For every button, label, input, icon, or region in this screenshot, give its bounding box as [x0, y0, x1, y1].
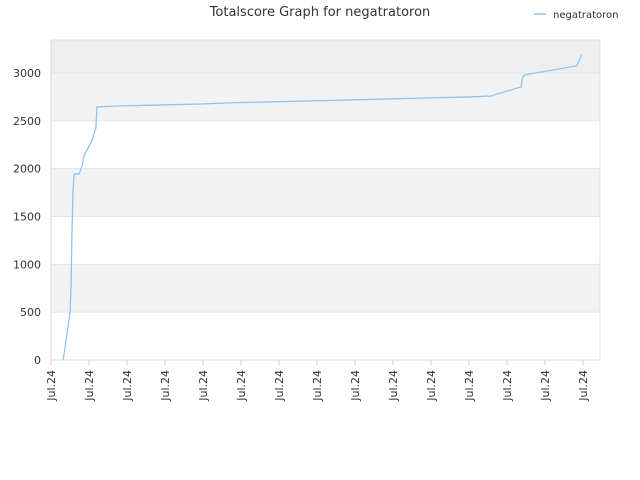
y-tick-label: 2500	[13, 115, 41, 128]
x-tick-label: Jul.24	[121, 370, 134, 402]
y-tick-label: 1500	[13, 211, 41, 224]
y-tick-label: 0	[34, 354, 41, 367]
x-tick-label: Jul.24	[387, 370, 400, 402]
grid-band	[51, 216, 600, 265]
grid-band	[51, 264, 600, 313]
x-tick-label: Jul.24	[425, 370, 438, 402]
x-tick-label: Jul.24	[501, 370, 514, 402]
x-tick-label: Jul.24	[539, 370, 552, 402]
grid-band	[51, 168, 600, 217]
y-tick-label: 2000	[13, 163, 41, 176]
x-tick-label: Jul.24	[235, 370, 248, 402]
y-tick-label: 500	[20, 306, 41, 319]
x-tick-label: Jul.24	[273, 370, 286, 402]
x-tick-label: Jul.24	[45, 370, 58, 402]
plot-border	[50, 39, 601, 361]
y-tick-label: 1000	[13, 258, 41, 271]
grid-band	[51, 312, 600, 360]
y-tick-label: 3000	[13, 67, 41, 80]
x-tick-label: Jul.24	[159, 370, 172, 402]
legend-label: negatratoron	[553, 10, 619, 21]
x-tick-label: Jul.24	[311, 370, 324, 402]
x-tick-label: Jul.24	[83, 370, 96, 402]
chart-title: Totalscore Graph for negatratoron	[209, 5, 431, 20]
grid-band	[51, 40, 600, 74]
x-tick-label: Jul.24	[463, 370, 476, 402]
x-tick-label: Jul.24	[577, 370, 590, 402]
grid-band	[51, 73, 600, 121]
x-tick-label: Jul.24	[197, 370, 210, 402]
x-tick-label: Jul.24	[349, 370, 362, 402]
data-line	[62, 54, 583, 361]
grid-band	[51, 120, 600, 169]
